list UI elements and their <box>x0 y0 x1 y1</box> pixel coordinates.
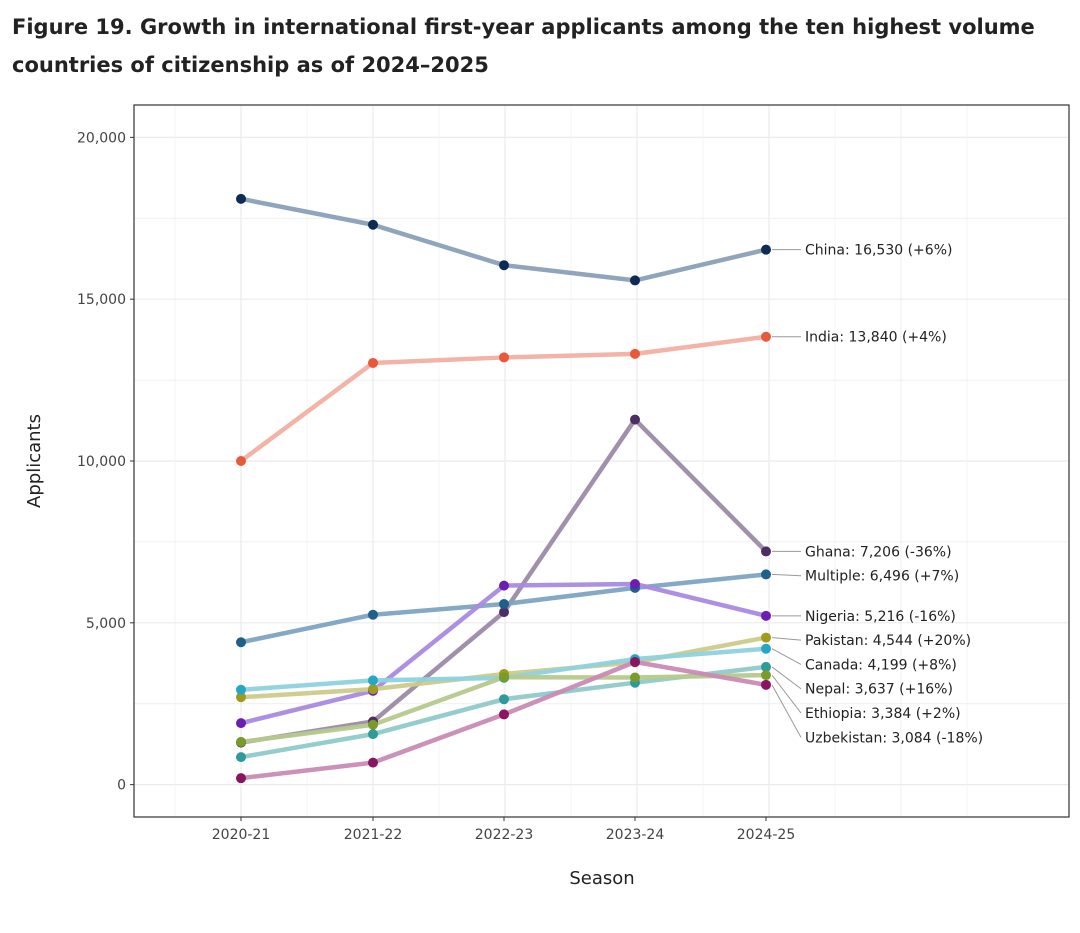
data-point <box>761 331 771 342</box>
data-point <box>236 773 246 784</box>
data-point <box>761 632 771 643</box>
label-leader-line <box>771 637 802 641</box>
data-point <box>630 414 640 425</box>
data-point <box>630 275 640 286</box>
data-point <box>499 580 509 591</box>
data-point <box>761 546 771 557</box>
data-point <box>630 672 640 683</box>
x-tick-label: 2023-24 <box>606 827 665 843</box>
data-point <box>368 729 378 740</box>
label-leader-line <box>771 648 802 665</box>
series-label: Nigeria: 5,216 (-16%) <box>805 609 956 625</box>
series-labels: China: 16,530 (+6%) India: 13,840 (+4%) Gh… <box>771 243 983 746</box>
data-point <box>499 599 509 610</box>
label-leader-line <box>771 573 802 577</box>
y-tick-label: 15,000 <box>77 292 126 308</box>
data-point <box>499 694 509 705</box>
data-point <box>499 672 509 683</box>
data-point <box>499 260 509 271</box>
data-point <box>368 757 378 768</box>
data-point <box>368 357 378 368</box>
series-line <box>238 635 769 700</box>
series-label: Multiple: 6,496 (+7%) <box>805 569 959 585</box>
data-point <box>761 679 771 690</box>
series-label: Canada: 4,199 (+8%) <box>805 657 957 673</box>
data-point <box>761 661 771 672</box>
data-point <box>236 692 246 703</box>
y-tick-label: 20,000 <box>77 130 126 146</box>
label-leader-line <box>771 666 802 690</box>
y-tick-label: 5,000 <box>86 616 126 632</box>
data-point <box>236 456 246 466</box>
data-point <box>236 684 246 695</box>
data-point <box>236 718 246 729</box>
data-point <box>630 348 640 359</box>
data-point <box>630 656 640 667</box>
data-point <box>761 569 771 580</box>
grid <box>134 105 1069 817</box>
series-label: Nepal: 3,637 (+16%) <box>805 682 953 698</box>
x-tick-label: 2020-21 <box>212 827 271 843</box>
label-leader-line <box>771 684 802 738</box>
series-label: Pakistan: 4,544 (+20%) <box>805 633 971 649</box>
series-lines <box>236 193 771 784</box>
y-tick-label: 0 <box>117 778 126 794</box>
data-point <box>630 578 640 589</box>
data-point <box>236 752 246 763</box>
label-leader-line <box>771 674 802 714</box>
y-axis-title: Applicants <box>24 414 45 508</box>
x-tick-label: 2024-25 <box>737 827 796 843</box>
data-point <box>368 684 378 695</box>
series-label: Ghana: 7,206 (-36%) <box>805 544 952 560</box>
data-point <box>761 670 771 681</box>
chart-title: Figure 19. Growth in international first… <box>12 15 1035 77</box>
data-point <box>368 675 378 686</box>
data-point <box>236 736 246 747</box>
series-label: India: 13,840 (+4%) <box>805 330 947 346</box>
data-point <box>761 244 771 255</box>
data-point <box>499 352 509 363</box>
data-point <box>761 643 771 654</box>
data-point <box>499 607 509 618</box>
data-point <box>499 709 509 720</box>
x-axis-title: Season <box>569 868 634 889</box>
data-point <box>236 637 246 648</box>
series-label: Uzbekistan: 3,084 (-18%) <box>805 730 983 746</box>
x-tick-label: 2021-22 <box>344 827 403 843</box>
data-point <box>368 719 378 730</box>
data-point <box>236 193 246 204</box>
axis-ticks: 0 5,000 10,000 15,000 20,000 2020-21 2021-22 20… <box>77 130 795 843</box>
data-point <box>368 609 378 620</box>
data-point <box>761 610 771 621</box>
series-label: China: 16,530 (+6%) <box>805 243 952 259</box>
series-label: Ethiopia: 3,384 (+2%) <box>805 706 961 722</box>
y-tick-label: 10,000 <box>77 454 126 470</box>
x-tick-label: 2022-23 <box>475 827 534 843</box>
data-point <box>368 219 378 230</box>
